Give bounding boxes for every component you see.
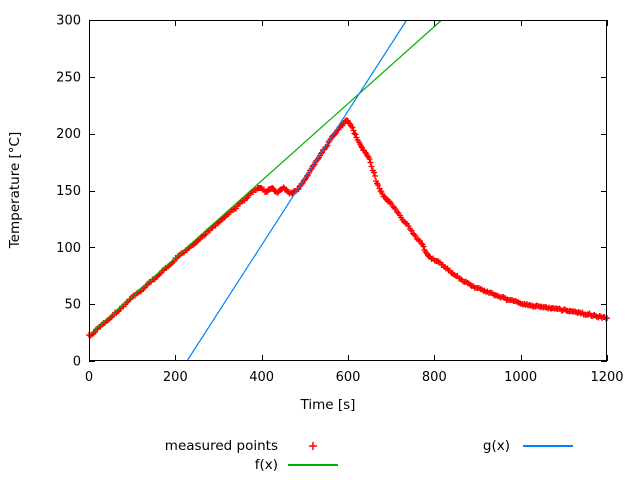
y-tick-label: 0 (73, 355, 81, 370)
plus-marker-icon (309, 442, 317, 450)
x-tick-label: 400 (249, 370, 274, 385)
measured-points-series (86, 117, 610, 339)
f-line-sample-icon (288, 464, 338, 466)
y-axis-title: Temperature [°C] (7, 131, 23, 249)
x-tick-label: 600 (336, 370, 361, 385)
x-tick-label: 200 (163, 370, 188, 385)
x-tick-label: 1000 (504, 370, 537, 385)
plot-border (89, 20, 607, 361)
g-line (186, 20, 408, 361)
y-tick-label: 200 (56, 127, 81, 142)
y-tick-label: 150 (56, 184, 81, 199)
measured-points-path (86, 117, 610, 339)
y-tick-label: 100 (56, 241, 81, 256)
f-line (89, 20, 443, 336)
g-line-sample-icon (523, 445, 573, 447)
x-axis-title: Time [s] (300, 397, 356, 413)
legend-label-g: g(x) (482, 438, 510, 454)
axes-frame (89, 20, 608, 362)
x-tick-label: 800 (422, 370, 447, 385)
legend-label-measured-points: measured points (164, 438, 278, 454)
fit-lines (89, 20, 443, 361)
x-tick-label: 1200 (590, 370, 623, 385)
y-tick-label: 250 (56, 70, 81, 85)
y-tick-label: 300 (56, 14, 81, 29)
legend-label-f: f(x) (254, 457, 278, 473)
x-tick-label: 0 (85, 370, 93, 385)
tick-labels: 0 200 400 600 800 1000 1200 0 50 100 150 200 250 300 (56, 14, 623, 386)
y-tick-label: 50 (64, 298, 81, 313)
